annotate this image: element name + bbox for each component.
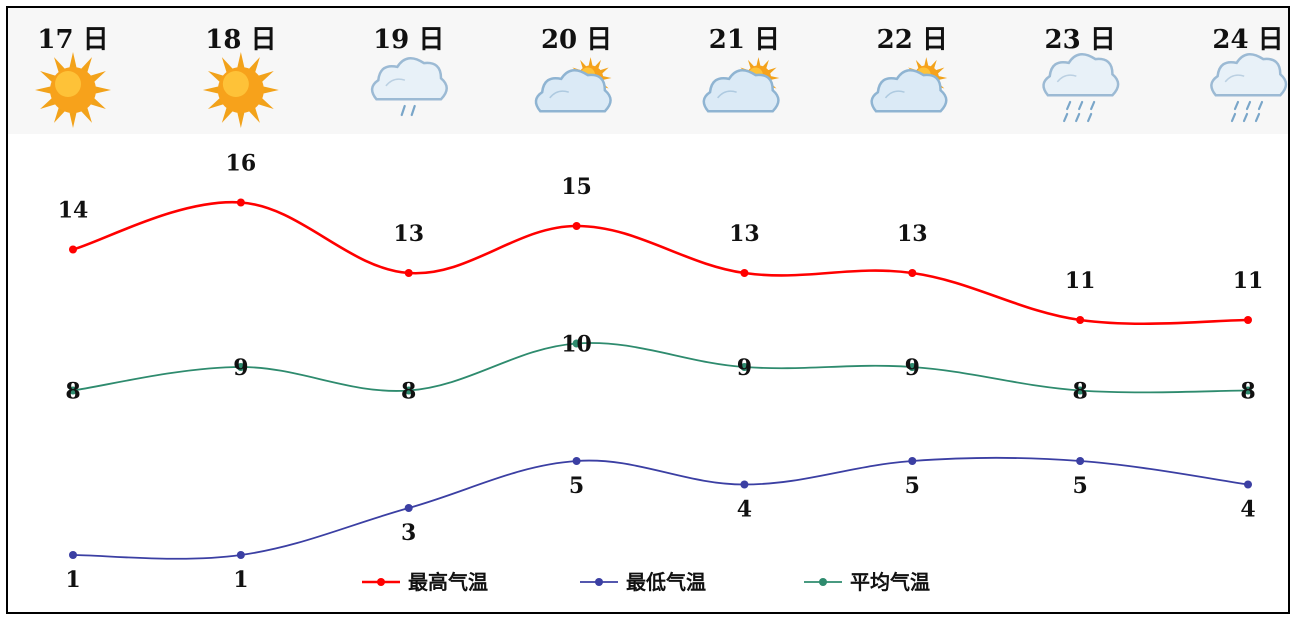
data-label: 8 [1240, 379, 1255, 405]
data-label: 4 [737, 497, 752, 523]
data-point [572, 339, 581, 348]
data-point [1076, 386, 1085, 395]
legend-swatch-marker [819, 578, 827, 586]
series-line: 14 16 13 15 13 13 11 11 [58, 151, 1264, 326]
data-label: 13 [393, 221, 424, 247]
data-label: 13 [729, 221, 760, 247]
partly-cloudy-icon [702, 57, 780, 113]
day-label: 20 日 [541, 25, 612, 55]
data-point [740, 269, 749, 277]
legend-entry: 最低气温 [580, 570, 706, 594]
data-point [1244, 480, 1252, 489]
cloud-rain-icon [1210, 53, 1288, 123]
legend-entry: 最高气温 [362, 570, 488, 594]
data-point [740, 480, 749, 489]
data-label: 5 [905, 473, 920, 499]
legend-label: 平均气温 [850, 570, 930, 594]
data-label: 14 [58, 198, 89, 224]
data-point [236, 363, 245, 371]
data-point [1244, 316, 1252, 324]
series-path [72, 200, 1249, 326]
data-point [572, 222, 581, 230]
day-label: 22 日 [877, 25, 948, 55]
day-label: 24 日 [1212, 25, 1283, 55]
legend-swatch-marker [377, 578, 385, 586]
data-point [69, 245, 77, 254]
sun-icon [35, 52, 111, 128]
cloud-rain-icon [1042, 53, 1120, 123]
day-label: 17 日 [37, 25, 108, 55]
data-label: 4 [1240, 497, 1255, 523]
sun-icon [202, 52, 279, 128]
data-point [404, 504, 413, 512]
data-label: 9 [233, 355, 248, 381]
legend-label: 最高气温 [408, 570, 488, 594]
data-label: 8 [1072, 379, 1087, 405]
data-label: 1 [65, 567, 80, 593]
data-label: 8 [401, 379, 416, 405]
data-label: 8 [65, 379, 80, 405]
data-point [572, 457, 581, 465]
data-label: 3 [401, 520, 416, 546]
data-label: 11 [1233, 268, 1264, 294]
data-point [69, 386, 77, 395]
data-label: 10 [561, 332, 592, 358]
series-path [72, 342, 1249, 394]
data-label: 11 [1065, 268, 1096, 294]
data-label: 9 [905, 355, 920, 381]
data-label: 5 [1072, 473, 1087, 499]
data-point [908, 363, 917, 371]
data-point [1076, 316, 1085, 324]
data-point [1076, 457, 1085, 465]
day-label: 23 日 [1045, 25, 1116, 55]
data-point [236, 198, 245, 207]
data-point [236, 551, 245, 559]
data-point [1244, 386, 1252, 395]
data-point [740, 363, 749, 371]
data-label: 5 [569, 473, 584, 499]
day-label: 21 日 [709, 25, 780, 55]
data-label: 15 [561, 174, 592, 200]
data-point [404, 386, 413, 395]
legend-label: 最低气温 [626, 570, 706, 594]
legend-entry: 平均气温 [804, 570, 930, 594]
series-line: 8 9 8 10 9 9 8 8 [65, 332, 1255, 405]
data-point [404, 269, 413, 277]
day-label: 18 日 [205, 25, 276, 55]
data-label: 1 [233, 567, 248, 593]
day-label: 19 日 [373, 25, 444, 55]
data-label: 13 [897, 221, 928, 247]
data-label: 9 [737, 355, 752, 381]
series-line: 1 1 3 5 4 5 5 4 [65, 456, 1256, 593]
data-label: 16 [226, 151, 257, 177]
data-point [69, 551, 77, 559]
series-path [72, 456, 1249, 560]
legend-swatch-marker [595, 578, 603, 586]
cloud-light-rain-icon [370, 57, 448, 117]
data-point [908, 457, 917, 465]
partly-cloudy-icon [534, 57, 612, 113]
data-point [908, 269, 917, 277]
partly-cloudy-icon [870, 57, 948, 113]
